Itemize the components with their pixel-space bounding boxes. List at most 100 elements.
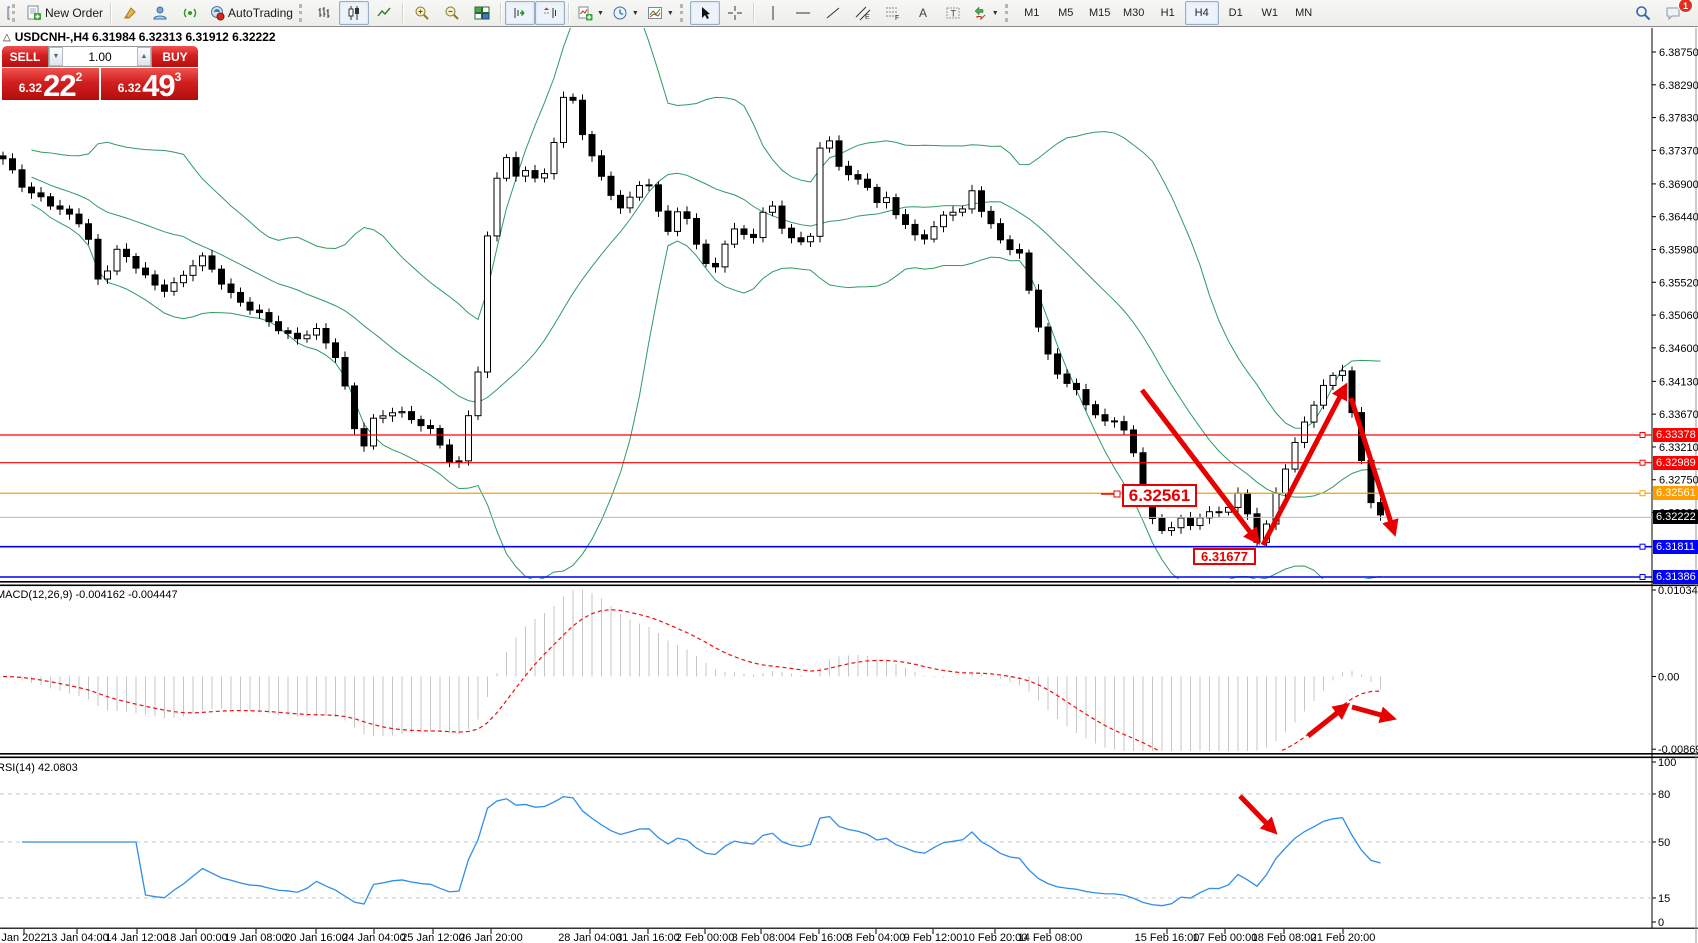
toolbar-grip[interactable] (1004, 4, 1011, 22)
svg-text:F: F (895, 15, 899, 21)
toolbar-grip[interactable] (12, 4, 18, 22)
rsi-line (22, 795, 1381, 907)
price-tick-label: 6.36900 (1659, 179, 1698, 191)
one-click-collapse-icon[interactable]: △ (3, 31, 11, 43)
timeframe-w1-button[interactable]: W1 (1261, 7, 1278, 19)
timeframe-m15-button[interactable]: M15 (1089, 7, 1111, 19)
new-order-icon (27, 5, 41, 20)
trend-arrow[interactable] (1306, 702, 1351, 738)
chart-symbol-title: △ USDCNH-,H4 6.31984 6.32313 6.31912 6.3… (3, 30, 276, 44)
toolbar-grip[interactable] (679, 4, 686, 22)
price-tick-label: 6.35060 (1659, 310, 1698, 322)
timeframe-m1-button[interactable]: M1 (1024, 7, 1040, 19)
macd-signal-line (2, 609, 1381, 751)
panel-borders (0, 28, 1698, 943)
price-tick-label: 6.34130 (1659, 376, 1698, 388)
signal-button[interactable] (175, 1, 205, 25)
zoom-out-button[interactable] (437, 1, 467, 25)
price-tick-label: 6.35980 (1659, 244, 1698, 256)
trend-arrow[interactable] (1238, 794, 1278, 835)
timeframe-h1-button[interactable]: H1 (1160, 7, 1175, 19)
text-label-tool-button[interactable]: T (938, 1, 968, 25)
sell-price-display[interactable]: 6.32 22 2 (2, 68, 99, 101)
indicators-button[interactable]: ▼ (573, 1, 608, 25)
main-toolbar: New Order AutoTrading (0, 0, 1698, 27)
trend-arrow[interactable] (1140, 388, 1261, 546)
search-button[interactable] (1628, 1, 1658, 25)
auto-scroll-icon (514, 8, 525, 18)
rsi-axis-label: 15 (1658, 893, 1670, 905)
bb-upper-band (31, 28, 1381, 429)
periods-button[interactable]: ▼ (608, 1, 643, 25)
price-tick-label: 6.38290 (1659, 80, 1698, 92)
time-tick-label: 14 Jan 12:00 (105, 932, 169, 943)
price-annotation-6-31677[interactable]: 6.31677 (1193, 548, 1256, 565)
toolbar-separator (567, 3, 570, 23)
channel-tool-button[interactable]: E (848, 1, 878, 25)
trend-arrow[interactable] (1351, 704, 1397, 724)
text-icon: A (919, 6, 927, 20)
time-tick-label: 24 Jan 04:00 (342, 932, 406, 943)
line-chart-button[interactable] (369, 1, 399, 25)
fibonacci-icon: F (885, 7, 899, 21)
trendline-tool-button[interactable] (818, 1, 848, 25)
axis-price-chip-6.32561: 6.32561 (1653, 486, 1698, 501)
crosshair-tool-button[interactable] (720, 1, 750, 25)
arrows-shapes-icon (974, 6, 986, 21)
time-tick-label: 17 Feb 00:00 (1193, 932, 1258, 943)
timeframe-d1-button[interactable]: D1 (1228, 7, 1243, 19)
templates-button[interactable]: ▼ (643, 1, 678, 25)
axis-price-chip-6.33378: 6.33378 (1653, 427, 1698, 442)
zoom-in-button[interactable] (407, 1, 437, 25)
highlighter-button[interactable] (115, 1, 145, 25)
arrows-tool-button[interactable]: ▼ (968, 1, 1003, 25)
buy-price-point: 3 (174, 70, 182, 84)
vertical-line-tool-button[interactable] (758, 1, 788, 25)
volume-decrease-button[interactable]: ▼ (49, 47, 63, 66)
text-tool-button[interactable]: A (908, 1, 938, 25)
volume-stepper: ▼ 1.00 ▲ (48, 46, 152, 67)
volume-value[interactable]: 1.00 (88, 49, 112, 64)
bollinger-bands (31, 28, 1381, 579)
signal-icon (183, 8, 197, 18)
notifications-button[interactable]: 1 (1658, 0, 1693, 25)
timeframe-mn-button[interactable]: MN (1295, 7, 1313, 19)
trend-arrow[interactable] (1348, 397, 1399, 537)
line-chart-icon (377, 7, 391, 17)
timeframe-m30-button[interactable]: M30 (1123, 7, 1145, 19)
sell-button[interactable]: SELL (2, 46, 48, 67)
buy-price-display[interactable]: 6.32 49 3 (101, 68, 198, 101)
buy-button[interactable]: BUY (152, 46, 198, 67)
price-annotation-6-32561[interactable]: 6.32561 (1122, 484, 1197, 507)
vertical-line-icon (772, 6, 774, 20)
profile-icon (153, 6, 167, 20)
sell-price-main: 6.32 (18, 81, 43, 95)
trend-arrow[interactable] (1260, 382, 1348, 547)
bar-chart-button[interactable] (309, 1, 339, 25)
chart-shift-button[interactable] (534, 1, 565, 25)
volume-increase-button[interactable]: ▲ (137, 47, 151, 66)
tile-windows-icon (474, 6, 490, 20)
toolbar-grip[interactable] (298, 4, 305, 22)
cursor-tool-button[interactable] (689, 1, 720, 25)
time-tick-label: 9 Feb 12:00 (904, 932, 963, 943)
timeframe-m5-button[interactable]: M5 (1058, 7, 1074, 19)
search-icon (1636, 6, 1651, 21)
auto-scroll-button[interactable] (504, 1, 535, 25)
fibonacci-tool-button[interactable]: F (878, 1, 908, 25)
horizontal-line-tool-button[interactable] (788, 1, 818, 25)
time-tick-label: 3 Feb 08:00 (732, 932, 791, 943)
tile-windows-button[interactable] (467, 1, 497, 25)
dropdown-caret: ▼ (666, 9, 674, 17)
price-tick-label: 6.34600 (1659, 343, 1698, 355)
new-order-button[interactable]: New Order (22, 1, 107, 25)
crosshair-icon (727, 6, 742, 20)
timeframe-h4-button[interactable]: H4 (1184, 1, 1219, 25)
candle-chart-button[interactable] (338, 1, 369, 25)
time-tick-label: Jan 2022 (1, 932, 46, 943)
bb-lower-band (31, 203, 1381, 579)
autotrading-button[interactable]: AutoTrading (205, 1, 297, 25)
profile-button[interactable] (145, 1, 175, 25)
